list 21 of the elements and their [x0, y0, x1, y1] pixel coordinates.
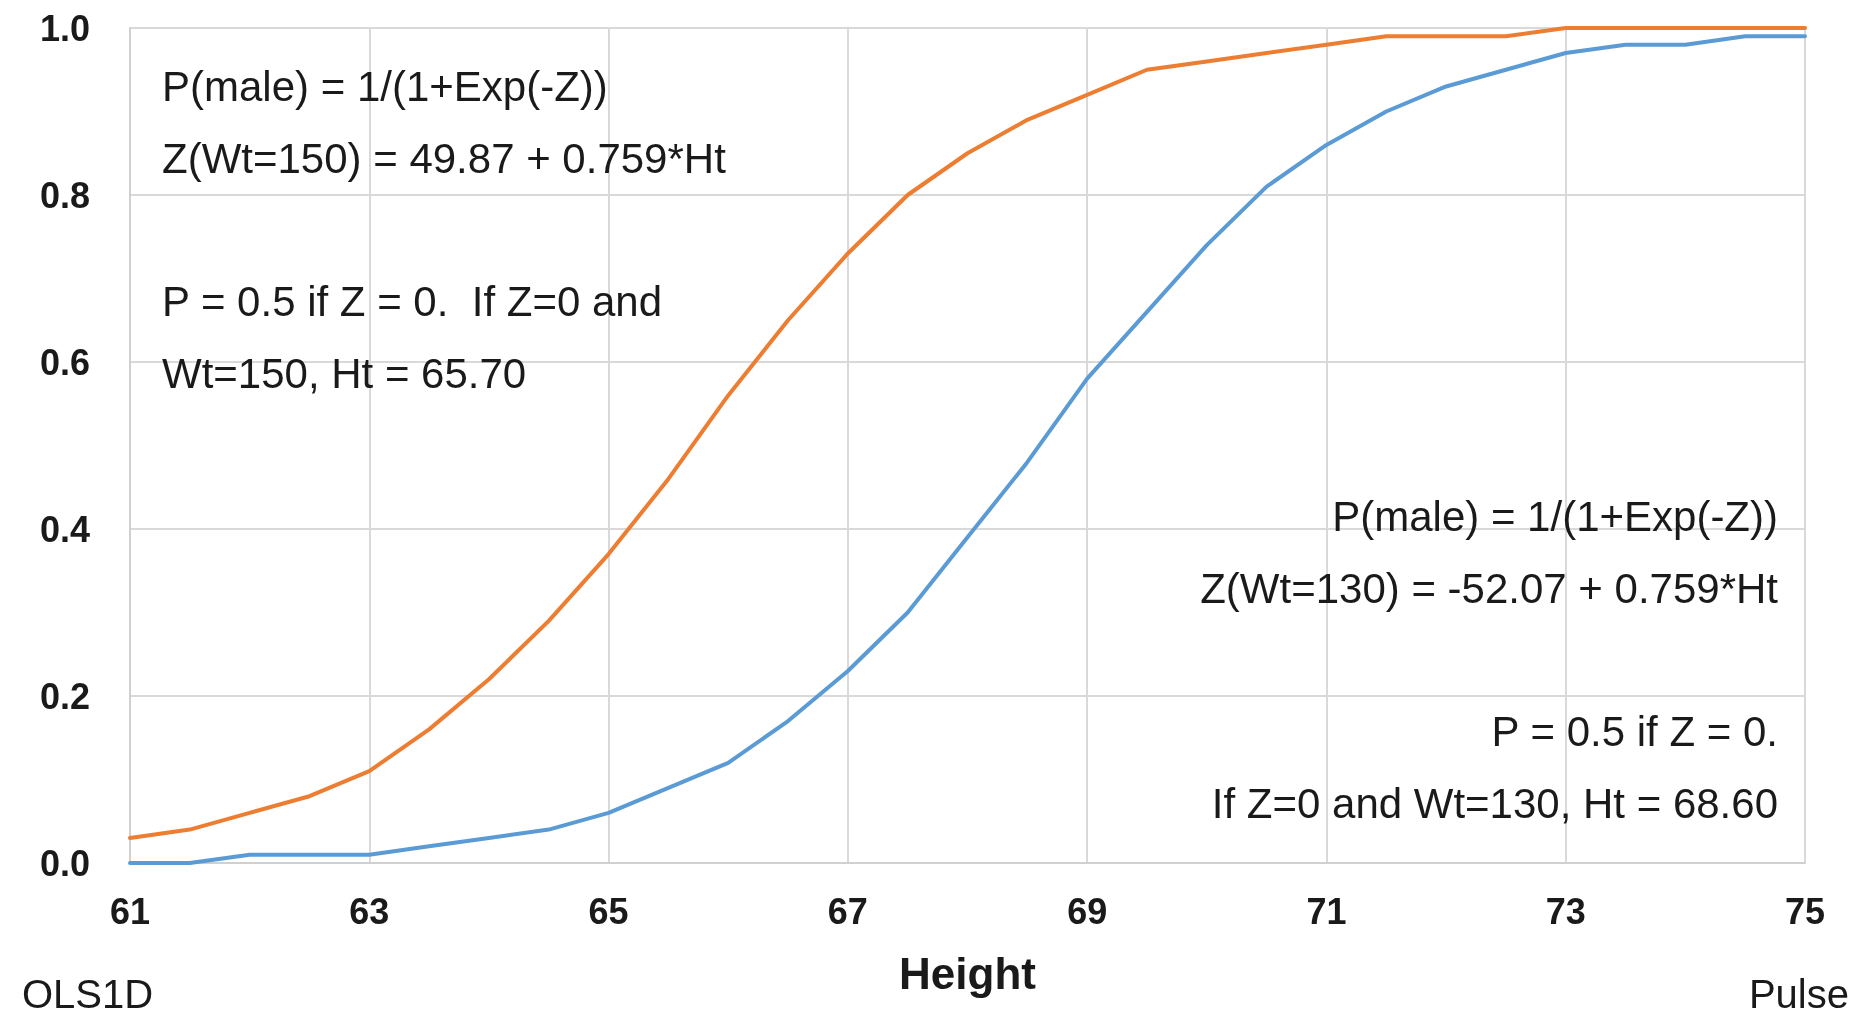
x-tick-label: 63 — [349, 890, 390, 932]
y-tick-label: 0.8 — [39, 174, 90, 216]
y-tick-label: 0.4 — [39, 508, 90, 550]
y-tick-label: 1.0 — [39, 7, 90, 49]
x-tick-label: 61 — [109, 890, 151, 932]
text: OLS1D — [22, 972, 154, 1016]
annotation: P = 0.5 if Z = 0. If Z=0 and Wt=150, Ht = 65.70 — [162, 277, 663, 397]
text: Pulse — [1748, 972, 1849, 1016]
annotation: P = 0.5 if Z = 0. If Z=0 and Wt=130, Ht = 68.60 — [1211, 707, 1778, 827]
x-tick-label: 65 — [588, 890, 629, 932]
x-tick-label: 73 — [1545, 890, 1586, 932]
x-tick-label: 71 — [1306, 890, 1347, 932]
y-tick-label: 0.2 — [39, 675, 90, 717]
x-tick-label: 75 — [1784, 890, 1826, 932]
x-tick-label: 67 — [827, 890, 868, 932]
annotation: P(male) = 1/(1+Exp(-Z)) Z(Wt=150) = 49.87 + 0.759*Ht — [162, 62, 727, 182]
y-tick-label: 0.0 — [39, 842, 90, 884]
annotation: P(male) = 1/(1+Exp(-Z)) Z(Wt=130) = -52.07 + 0.759*Ht — [1200, 492, 1779, 612]
x-axis-title: Height — [899, 948, 1037, 998]
x-tick-label: 69 — [1067, 890, 1108, 932]
y-tick-label: 0.6 — [39, 341, 90, 383]
